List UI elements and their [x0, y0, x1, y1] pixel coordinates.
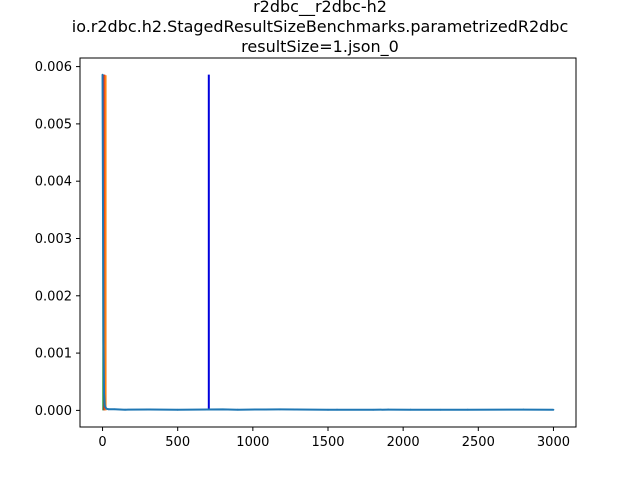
- y-tick-label: 0.006: [35, 60, 72, 75]
- x-tick-label: 3000: [537, 435, 570, 450]
- y-axis: 0.000 0.001 0.002 0.003 0.004 0.005 0.006: [35, 60, 80, 419]
- y-tick-label: 0.002: [35, 289, 72, 304]
- chart-title: r2dbc__r2dbc-h2 io.r2dbc.h2.StagedResult…: [72, 0, 569, 57]
- series-4-point: [176, 408, 179, 411]
- series-4-point: [409, 408, 412, 411]
- series-4-point: [105, 407, 108, 410]
- series-4-point: [101, 73, 104, 76]
- y-tick-label: 0.000: [35, 404, 72, 419]
- series-4-point: [103, 404, 106, 407]
- x-tick-label: 2000: [387, 435, 420, 450]
- series-4-point: [279, 408, 281, 411]
- series-4-point: [148, 408, 151, 411]
- series-4-point: [552, 408, 555, 411]
- series-4-point: [439, 408, 442, 411]
- x-tick-label: 0: [98, 435, 106, 450]
- x-tick-label: 500: [165, 435, 190, 450]
- series-4-line: [101, 74, 554, 411]
- x-axis: 0 500 1000 1500 2000 2500 3000: [98, 427, 570, 450]
- plot-area-frame: [79, 57, 577, 428]
- x-tick-label: 1500: [311, 435, 344, 450]
- series-4-point: [522, 408, 525, 411]
- series-4-point: [103, 392, 105, 395]
- series-4-point: [102, 340, 105, 343]
- x-tick-label: 1000: [236, 435, 269, 450]
- y-tick-label: 0.004: [35, 175, 72, 190]
- y-tick-label: 0.005: [35, 117, 72, 132]
- y-tick-label: 0.003: [35, 232, 72, 247]
- series-4-point: [387, 408, 390, 411]
- series-4-point: [466, 408, 469, 411]
- series-4-point: [236, 408, 239, 411]
- series-4-point: [221, 408, 224, 411]
- chart-title-line-2: io.r2dbc.h2.StagedResultSizeBenchmarks.p…: [72, 17, 569, 36]
- series-4-point: [113, 408, 116, 411]
- series-4-point: [327, 408, 329, 411]
- series-4-point: [102, 208, 104, 211]
- series-4-point: [107, 408, 110, 411]
- series-4-point: [336, 408, 338, 411]
- series-4-point: [124, 408, 126, 411]
- series-layer: [101, 73, 555, 411]
- chart-title-line-1: r2dbc__r2dbc-h2: [253, 0, 387, 17]
- series-4-point: [263, 408, 266, 411]
- chart-title-line-3: resultSize=1.json_0: [241, 37, 399, 57]
- x-tick-label: 2500: [462, 435, 495, 450]
- series-4-point: [372, 408, 374, 411]
- y-tick-label: 0.001: [35, 347, 72, 362]
